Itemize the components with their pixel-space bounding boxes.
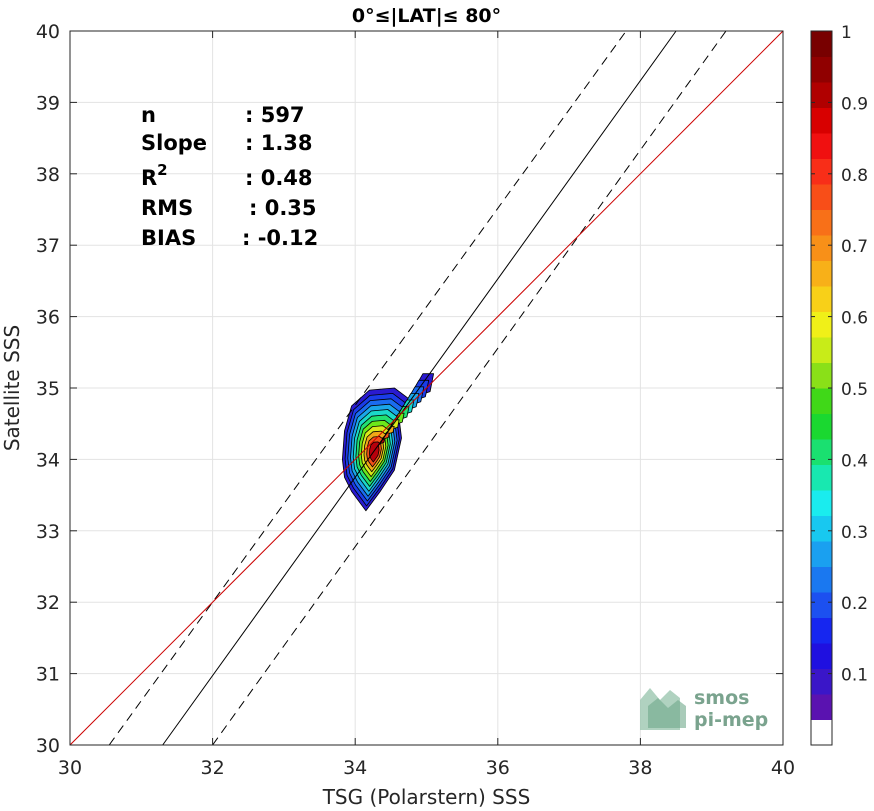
colorbar-segment [811, 31, 832, 57]
colorbar-tick-label: 0.8 [841, 166, 868, 186]
colorbar-segment [811, 362, 832, 389]
regression-lines [69, 30, 784, 746]
smos-pimep-logo: smos pi-mep [640, 687, 768, 731]
identity-line [69, 30, 784, 746]
y-tick-label: 35 [36, 378, 60, 400]
y-axis-ticks: 30 31 32 33 34 35 36 37 38 39 40 [36, 21, 783, 757]
colorbar-tick-label: 0.1 [841, 666, 868, 686]
colorbar-segment [811, 490, 832, 516]
colorbar-segment [811, 592, 832, 618]
colorbar-segment [811, 56, 832, 83]
colorbar-tick-label: 0.9 [841, 94, 868, 114]
colorbar-tick-label: 0.6 [841, 309, 868, 329]
chart-title: 0°≤|LAT|≤ 80° [352, 5, 501, 27]
logo-waves-icon [640, 688, 686, 730]
colorbar-segment [811, 668, 832, 695]
colorbar-segment [811, 541, 832, 567]
stat-label: n [141, 103, 156, 127]
colorbar-segment [811, 388, 832, 414]
density-contour-level [369, 439, 385, 463]
y-tick-label: 32 [36, 592, 60, 614]
logo-text-pimep: pi-mep [694, 709, 768, 731]
colorbar-segment [811, 337, 832, 363]
stat-value: : 0.48 [245, 166, 313, 190]
stat-label: R2 [141, 161, 168, 190]
colorbar-segment [811, 643, 832, 669]
y-tick-label: 37 [36, 235, 60, 257]
y-tick-label: 30 [36, 735, 60, 757]
stat-value: : 1.38 [245, 131, 313, 155]
colorbar-segment [811, 184, 832, 210]
colorbar-segment [811, 617, 832, 644]
x-tick-label: 40 [771, 757, 795, 779]
colorbar-tick-label: 1 [841, 23, 852, 43]
x-axis-label: TSG (Polarstern) SSS [322, 785, 531, 809]
y-axis-label: Satellite SSS [0, 325, 24, 451]
fit-lower-bound-line [212, 30, 727, 746]
y-tick-label: 31 [36, 664, 60, 686]
y-tick-label: 33 [36, 521, 60, 543]
fit-upper-bound-line [108, 30, 627, 746]
x-tick-label: 36 [486, 757, 510, 779]
y-tick-label: 38 [36, 164, 60, 186]
colorbar-tick-label: 0.3 [841, 523, 868, 543]
colorbar-segment [811, 464, 832, 491]
stat-value: : 597 [245, 103, 305, 127]
colorbar-tick-label: 0.4 [841, 451, 868, 471]
colorbar-segment [811, 235, 832, 261]
colorbar-segment [811, 82, 832, 108]
colorbar-segment [811, 439, 832, 465]
colorbar-segment [811, 260, 832, 287]
colorbar-segment [811, 566, 832, 593]
colorbar-segment [811, 158, 832, 185]
colorbar-segment [811, 311, 832, 338]
density-contours [342, 373, 434, 512]
fit-line [162, 30, 677, 746]
x-axis-ticks: 30 32 34 36 38 40 [58, 31, 795, 779]
logo-text-smos: smos [694, 687, 749, 709]
colorbar-segment [811, 413, 832, 440]
colorbar-segment [811, 209, 832, 236]
colorbar-segment [811, 286, 832, 312]
x-tick-label: 32 [201, 757, 225, 779]
colorbar-tick-label: 0.2 [841, 594, 868, 614]
stat-label: RMS [141, 196, 193, 220]
stat-label: Slope [141, 131, 207, 155]
colorbar-segment [811, 107, 832, 134]
y-tick-label: 39 [36, 92, 60, 114]
x-tick-label: 34 [343, 757, 367, 779]
colorbar-segment [811, 694, 832, 720]
colorbar-segment [811, 515, 832, 542]
stat-superscript: 2 [157, 161, 167, 179]
y-tick-label: 40 [36, 21, 60, 43]
y-tick-label: 36 [36, 307, 60, 329]
x-tick-label: 38 [628, 757, 652, 779]
stat-value: : 0.35 [249, 196, 317, 220]
stat-label: BIAS [141, 226, 196, 250]
stat-value: : -0.12 [242, 226, 318, 250]
statistics-box: n : 597 Slope : 1.38 R2 : 0.48 RMS : 0.35 BIAS : … [141, 103, 318, 250]
colorbar-segment [811, 133, 832, 159]
x-tick-label: 30 [58, 757, 82, 779]
colorbar-tick-label: 0.7 [841, 237, 868, 257]
colorbar-tick-label: 0.5 [841, 380, 868, 400]
colorbar: 0.1 0.2 0.3 0.4 0.5 0.6 0.7 0.8 0.9 1 [810, 23, 868, 746]
colorbar-segment [811, 719, 832, 746]
y-tick-label: 34 [36, 449, 60, 471]
